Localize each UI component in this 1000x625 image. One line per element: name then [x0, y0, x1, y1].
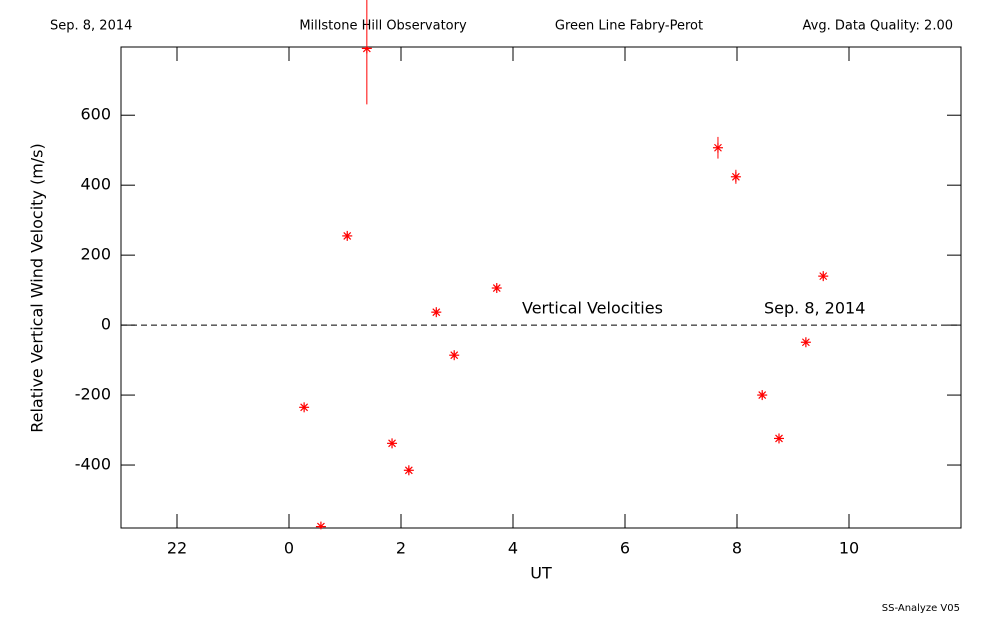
x-tick-label: 6 — [620, 539, 630, 558]
footer: SS-Analyze V05 — [882, 603, 960, 614]
y-tick-label: 0 — [101, 315, 111, 334]
header-instrument: Green Line Fabry-Perot — [555, 19, 703, 34]
annotation: Vertical Velocities — [522, 299, 663, 318]
y-tick-label: 600 — [80, 105, 111, 124]
header-observatory: Millstone Hill Observatory — [299, 19, 467, 34]
x-tick-label: 10 — [839, 539, 859, 558]
y-tick-label: 200 — [80, 245, 111, 264]
annotation: Sep. 8, 2014 — [764, 299, 865, 318]
plot-frame — [120, 46, 962, 529]
header-quality: Avg. Data Quality: 2.00 — [803, 19, 953, 34]
x-tick-label: 8 — [732, 539, 742, 558]
x-tick-label: 0 — [284, 539, 294, 558]
header-date: Sep. 8, 2014 — [50, 19, 132, 34]
y-axis-label: Relative Vertical Wind Velocity (m/s) — [28, 143, 47, 433]
x-tick-label: 4 — [508, 539, 518, 558]
x-axis-label: UT — [530, 564, 552, 583]
y-tick-label: -400 — [75, 455, 111, 474]
x-tick-label: 2 — [396, 539, 406, 558]
y-tick-label: 400 — [80, 175, 111, 194]
plot-area — [299, 47, 829, 528]
y-tick-label: -200 — [75, 385, 111, 404]
x-tick-label: 22 — [167, 539, 187, 558]
